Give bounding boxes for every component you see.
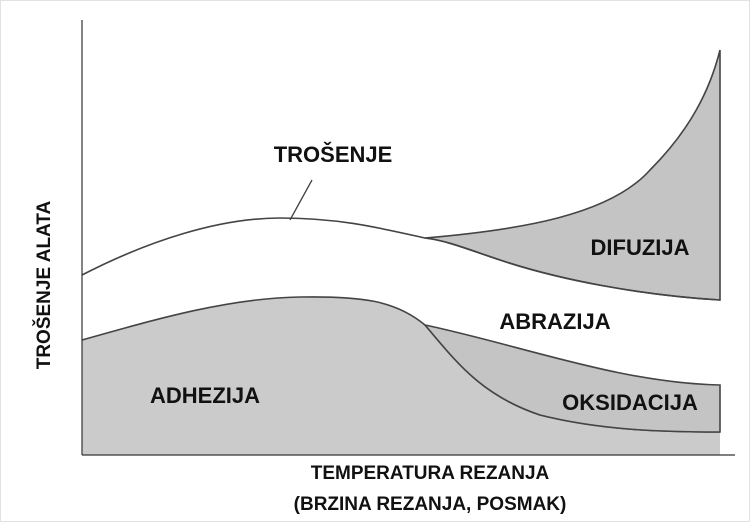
region-label: ADHEZIJA: [150, 383, 260, 408]
region-label: DIFUZIJA: [591, 235, 690, 260]
region-label: OKSIDACIJA: [562, 390, 698, 415]
y-axis-label: TROŠENJE ALATA: [33, 200, 55, 369]
curve-label: TROŠENJE: [274, 142, 393, 167]
adhezija-area: [82, 296, 720, 455]
trosenje-curve: [81, 217, 721, 301]
x-axis-label: TEMPERATURA REZANJA: [311, 463, 550, 484]
oksidacija-area: [422, 323, 721, 433]
x-axis-label: (BRZINA REZANJA, POSMAK): [294, 494, 567, 515]
leader-line: [289, 179, 313, 221]
region-label: ABRAZIJA: [499, 309, 610, 334]
